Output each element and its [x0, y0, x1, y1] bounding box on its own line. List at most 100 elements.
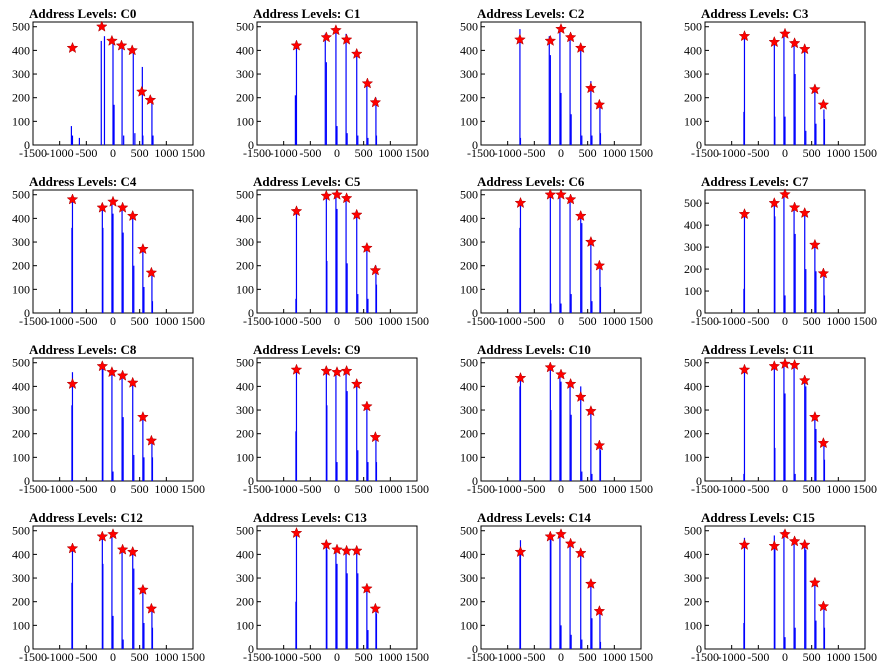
y-tick-label: 0: [472, 642, 478, 656]
histogram-bar: [743, 211, 746, 313]
histogram-bar: [793, 40, 795, 145]
x-tick-label: -500: [299, 482, 321, 496]
histogram-bar: [774, 549, 776, 649]
peak-marker: [330, 24, 342, 36]
x-tick-label: -500: [75, 482, 97, 496]
x-tick-label: -1500: [691, 482, 719, 496]
chart-panel: Address Levels: C12 0 100 200 300 400 500 -1500…: [12, 510, 205, 664]
histogram-bar: [823, 295, 826, 313]
histogram-bar: [100, 40, 102, 145]
histogram-bar: [335, 29, 337, 145]
peak-marker: [66, 542, 79, 554]
x-tick-label: 500: [355, 146, 373, 160]
peak-marker: [768, 35, 781, 48]
histogram-bar: [804, 542, 806, 649]
histogram-bar: [326, 549, 328, 649]
x-tick-label: 1500: [181, 314, 205, 328]
peak-marker: [544, 34, 557, 46]
histogram-bar: [743, 622, 745, 649]
y-tick-label: 300: [236, 67, 254, 81]
histogram-bar: [357, 294, 359, 313]
histogram-bar: [815, 620, 817, 649]
y-tick-label: 300: [684, 571, 702, 585]
y-tick-label: 300: [684, 240, 702, 254]
peak-marker: [145, 602, 158, 614]
x-tick-label: 1500: [629, 314, 653, 328]
peak-marker: [126, 376, 139, 388]
y-tick-label: 0: [696, 642, 702, 656]
chart-title: Address Levels: C9: [253, 342, 361, 357]
peak-marker: [584, 82, 597, 94]
y-tick-label: 300: [460, 235, 478, 249]
histogram-bar: [783, 194, 785, 313]
peak-marker: [116, 369, 129, 381]
peak-marker: [808, 576, 821, 588]
peak-marker: [788, 201, 801, 213]
peak-marker: [788, 358, 801, 371]
histogram-bar: [548, 36, 550, 145]
y-tick-label: 500: [460, 188, 478, 202]
histogram-bar: [375, 462, 378, 481]
y-tick-label: 0: [24, 474, 30, 488]
histogram-bar: [103, 36, 106, 145]
y-tick-label: 400: [236, 43, 254, 57]
x-tick-label: 1500: [629, 146, 653, 160]
chart-panel: Address Levels: C70100200300400500-1500-…: [684, 174, 877, 328]
histogram-bar: [804, 211, 806, 313]
peak-marker: [369, 264, 382, 276]
peak-marker: [144, 93, 157, 106]
peak-marker: [808, 238, 821, 250]
peak-marker: [350, 208, 363, 220]
histogram-bar: [580, 213, 582, 313]
histogram-bar: [784, 295, 786, 313]
peak-marker: [564, 193, 577, 205]
x-tick-label: 500: [803, 146, 821, 160]
chart-panel: Address Levels: C30100200300400500-1500-…: [684, 6, 877, 160]
histogram-bar: [366, 81, 368, 145]
y-tick-label: 500: [236, 188, 254, 202]
histogram-bar: [366, 405, 368, 481]
y-tick-label: 100: [236, 618, 254, 632]
histogram-bar: [814, 242, 816, 313]
histogram-bar: [142, 414, 144, 481]
histogram-bar: [151, 627, 154, 649]
histogram-bar: [367, 462, 369, 481]
y-tick-label: 200: [12, 595, 30, 609]
histogram-bar: [591, 301, 593, 313]
histogram-bar: [599, 608, 601, 649]
x-tick-label: 1500: [181, 146, 205, 160]
peak-marker: [331, 188, 343, 200]
x-tick-label: -500: [747, 650, 769, 664]
x-tick-label: 0: [782, 314, 788, 328]
x-tick-label: 0: [782, 482, 788, 496]
histogram-bar: [375, 284, 378, 313]
histogram-bar: [142, 587, 144, 649]
histogram-bar: [590, 81, 592, 145]
peak-marker: [136, 583, 149, 595]
x-tick-label: -1000: [718, 482, 746, 496]
x-tick-label: -500: [523, 146, 545, 160]
histogram-bar: [141, 66, 143, 145]
x-tick-label: -1000: [718, 146, 746, 160]
peak-marker: [555, 22, 567, 35]
x-tick-label: -500: [523, 314, 545, 328]
x-tick-label: -1500: [243, 650, 271, 664]
peak-marker: [369, 602, 382, 614]
histogram-bar: [591, 473, 593, 481]
x-tick-label: 0: [110, 314, 116, 328]
histogram-bar: [560, 381, 562, 481]
peak-marker: [798, 538, 811, 550]
histogram-bar: [549, 194, 551, 313]
x-tick-label: -1000: [494, 146, 522, 160]
peak-marker: [514, 33, 526, 45]
x-tick-label: 500: [579, 146, 597, 160]
x-tick-label: 0: [110, 482, 116, 496]
histogram-bar: [121, 208, 123, 313]
y-tick-label: 300: [684, 67, 702, 81]
histogram-bar: [549, 55, 551, 145]
histogram-bar: [356, 52, 358, 145]
histogram-bar: [112, 615, 114, 649]
histogram-bar: [519, 137, 522, 145]
histogram-bar: [336, 462, 338, 481]
plot-frame: [32, 357, 194, 482]
